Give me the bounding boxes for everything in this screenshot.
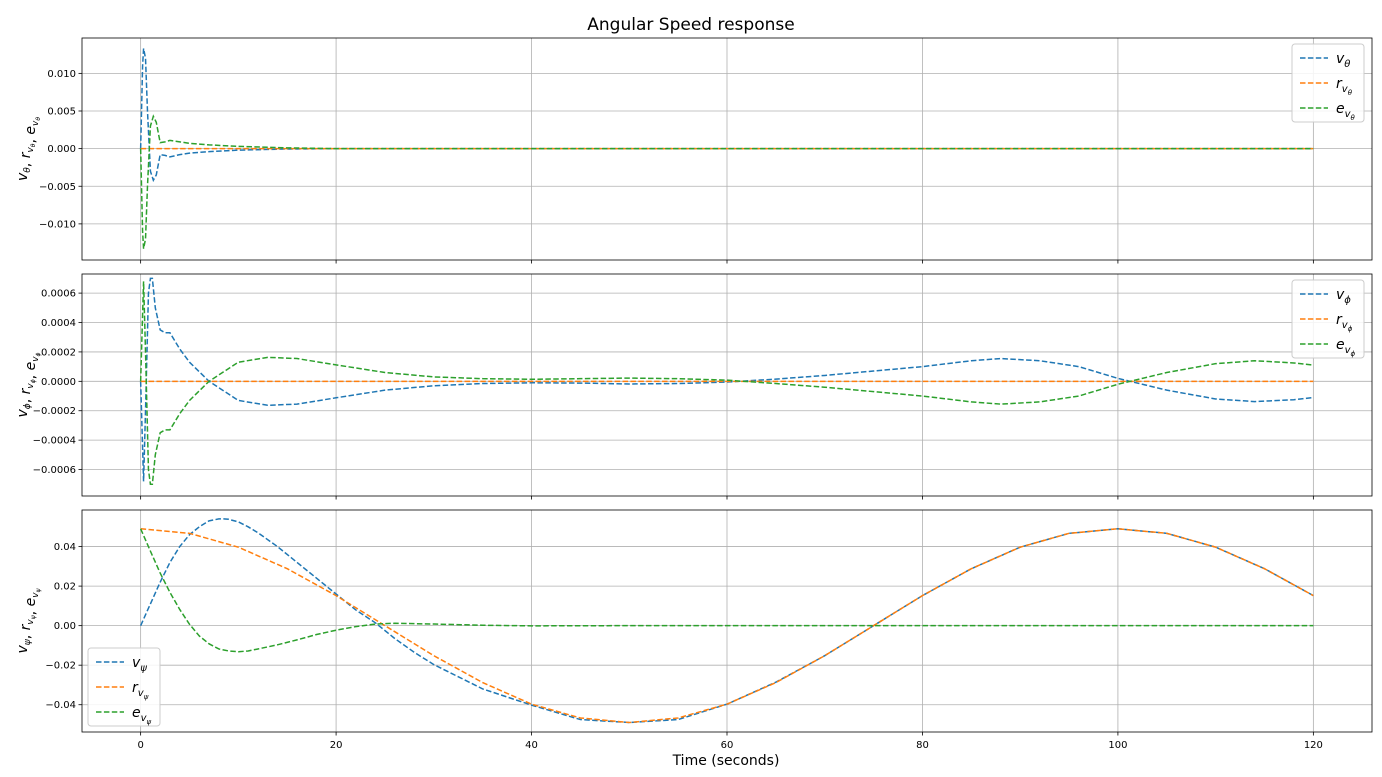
y-tick-label: −0.005 bbox=[39, 182, 76, 193]
y-tick-label: 0.0002 bbox=[41, 347, 76, 358]
axes-frame bbox=[81, 509, 1373, 733]
y-tick-label: 0.005 bbox=[47, 106, 76, 117]
axes-frame bbox=[81, 273, 1373, 497]
y-tick-label: −0.0006 bbox=[33, 465, 76, 476]
x-tick-label: 0 bbox=[137, 740, 143, 751]
legend-label-3: evψ bbox=[132, 705, 152, 726]
y-tick-label: 0.04 bbox=[54, 542, 76, 553]
y-tick-label: 0.02 bbox=[54, 582, 76, 593]
x-axis-label: Time (seconds) bbox=[672, 753, 780, 769]
series-line-3 bbox=[139, 114, 1314, 249]
legend-label-1: vψ bbox=[132, 655, 147, 674]
legend-label-2: rvψ bbox=[132, 680, 149, 701]
series-line-3 bbox=[139, 528, 1314, 653]
y-tick-label: 0.00 bbox=[54, 621, 76, 632]
series-line-3 bbox=[139, 281, 1314, 485]
subplot-theta: −0.010 −0.005 0.000 0.005 0.010 vθ, rvθ, evθ v… bbox=[15, 37, 1373, 264]
series-line-1 bbox=[139, 277, 1314, 482]
y-tick-label: 0.0000 bbox=[41, 377, 76, 388]
y-tick-label: 0.000 bbox=[47, 144, 76, 155]
legend-label-1: vϕ bbox=[1336, 287, 1351, 306]
legend-label-2: rvϕ bbox=[1336, 312, 1353, 333]
x-tick-label: 120 bbox=[1304, 740, 1323, 751]
series-line-2 bbox=[140, 528, 1314, 724]
y-tick-label: 0.010 bbox=[47, 69, 76, 80]
subplot-phi: −0.0006 −0.0004 −0.0002 0.0000 0.0002 0.0004 0… bbox=[15, 273, 1373, 500]
x-tick-label: 60 bbox=[721, 740, 734, 751]
chart-title: Angular Speed response bbox=[587, 15, 794, 35]
legend-label-3: evϕ bbox=[1336, 337, 1356, 358]
legend-label-3: evθ bbox=[1336, 101, 1356, 122]
y-tick-label: 0.0006 bbox=[41, 289, 76, 300]
y-tick-label: −0.04 bbox=[45, 700, 76, 711]
legend: vψ rvψ evψ bbox=[87, 647, 161, 727]
x-tick-label: 80 bbox=[916, 740, 929, 751]
y-tick-label: −0.0002 bbox=[33, 406, 76, 417]
legend-label-1: vθ bbox=[1336, 51, 1350, 70]
y-tick-label: −0.010 bbox=[39, 219, 76, 230]
x-tick-label: 100 bbox=[1108, 740, 1127, 751]
x-tick-label: 20 bbox=[330, 740, 343, 751]
y-tick-label: −0.0004 bbox=[33, 436, 76, 447]
y-tick-label: −0.02 bbox=[45, 661, 76, 672]
x-tick-label: 40 bbox=[525, 740, 538, 751]
y-axis-label: vψ, rvψ, evψ bbox=[15, 587, 42, 653]
legend-label-2: rvθ bbox=[1336, 76, 1353, 97]
subplot-psi: 0 20 40 60 80 100 120 −0.04 −0.02 0.00 0.02 0.04 vψ,… bbox=[15, 509, 1373, 751]
series-line-1 bbox=[139, 518, 1314, 724]
y-tick-label: 0.0004 bbox=[41, 318, 76, 329]
legend: vθ rvθ evθ bbox=[1291, 43, 1365, 123]
legend: vϕ rvϕ evϕ bbox=[1291, 279, 1365, 359]
y-axis-label: vθ, rvθ, evθ bbox=[15, 117, 42, 181]
axes-frame bbox=[81, 37, 1373, 261]
y-axis-label: vϕ, rvϕ, evϕ bbox=[15, 352, 42, 417]
